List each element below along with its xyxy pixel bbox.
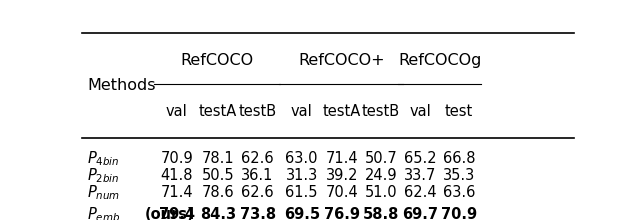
Text: 84.3: 84.3 bbox=[200, 207, 236, 220]
Text: $P_{num}$: $P_{num}$ bbox=[88, 183, 120, 202]
Text: $P_{2bin}$: $P_{2bin}$ bbox=[88, 166, 120, 185]
Text: 70.4: 70.4 bbox=[326, 185, 358, 200]
Text: 36.1: 36.1 bbox=[241, 168, 274, 183]
Text: testB: testB bbox=[362, 104, 400, 119]
Text: 69.7: 69.7 bbox=[403, 207, 438, 220]
Text: 62.4: 62.4 bbox=[404, 185, 436, 200]
Text: 61.5: 61.5 bbox=[285, 185, 318, 200]
Text: 71.4: 71.4 bbox=[161, 185, 193, 200]
Text: 39.2: 39.2 bbox=[326, 168, 358, 183]
Text: 50.7: 50.7 bbox=[365, 151, 397, 166]
Text: (ours): (ours) bbox=[145, 207, 194, 220]
Text: 69.5: 69.5 bbox=[284, 207, 320, 220]
Text: $P_{4bin}$: $P_{4bin}$ bbox=[88, 149, 120, 168]
Text: RefCOCO: RefCOCO bbox=[180, 53, 253, 68]
Text: 58.8: 58.8 bbox=[363, 207, 399, 220]
Text: 78.1: 78.1 bbox=[202, 151, 234, 166]
Text: Methods: Methods bbox=[88, 78, 156, 93]
Text: 62.6: 62.6 bbox=[241, 185, 274, 200]
Text: 63.6: 63.6 bbox=[443, 185, 475, 200]
Text: 78.6: 78.6 bbox=[202, 185, 234, 200]
Text: testA: testA bbox=[199, 104, 237, 119]
Text: 70.9: 70.9 bbox=[441, 207, 477, 220]
Text: RefCOCO+: RefCOCO+ bbox=[298, 53, 385, 68]
Text: val: val bbox=[410, 104, 431, 119]
Text: val: val bbox=[291, 104, 312, 119]
Text: 79.4: 79.4 bbox=[159, 207, 195, 220]
Text: 41.8: 41.8 bbox=[161, 168, 193, 183]
Text: val: val bbox=[166, 104, 188, 119]
Text: 50.5: 50.5 bbox=[202, 168, 234, 183]
Text: testA: testA bbox=[323, 104, 361, 119]
Text: 73.8: 73.8 bbox=[239, 207, 276, 220]
Text: 76.9: 76.9 bbox=[324, 207, 360, 220]
Text: 65.2: 65.2 bbox=[404, 151, 436, 166]
Text: 66.8: 66.8 bbox=[443, 151, 475, 166]
Text: 33.7: 33.7 bbox=[404, 168, 436, 183]
Text: 35.3: 35.3 bbox=[443, 168, 475, 183]
Text: 71.4: 71.4 bbox=[326, 151, 358, 166]
Text: test: test bbox=[445, 104, 473, 119]
Text: 70.9: 70.9 bbox=[161, 151, 193, 166]
Text: $P_{emb}$: $P_{emb}$ bbox=[88, 205, 120, 220]
Text: 63.0: 63.0 bbox=[285, 151, 318, 166]
Text: 24.9: 24.9 bbox=[365, 168, 397, 183]
Text: testB: testB bbox=[239, 104, 276, 119]
Text: 62.6: 62.6 bbox=[241, 151, 274, 166]
Text: RefCOCOg: RefCOCOg bbox=[398, 53, 481, 68]
Text: 51.0: 51.0 bbox=[365, 185, 397, 200]
Text: 31.3: 31.3 bbox=[285, 168, 318, 183]
